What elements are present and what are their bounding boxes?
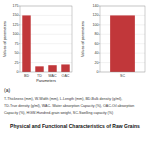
bars xyxy=(22,15,69,72)
plot-frame xyxy=(20,6,72,72)
bar xyxy=(61,64,69,72)
y-tick-label: 150 xyxy=(12,13,18,17)
x-tick-label: BD xyxy=(24,74,29,78)
y-tick-label: 80 xyxy=(94,32,98,36)
y-tick-label: 100 xyxy=(12,32,18,36)
y-tick-label: 75 xyxy=(14,42,18,46)
bars xyxy=(110,15,135,72)
bar xyxy=(35,66,43,72)
bar xyxy=(22,15,30,72)
y-axis-label: Values of parameters xyxy=(81,21,85,57)
x-tick-label: TD xyxy=(37,74,42,78)
y-axis-label: Values of parameters xyxy=(3,21,7,57)
y-tick-label: 120 xyxy=(92,13,98,17)
y-tick-label: 0 xyxy=(96,70,98,74)
x-tick-label: WAC xyxy=(48,74,57,78)
bar xyxy=(110,15,135,72)
y-tick-label: 125 xyxy=(12,23,18,27)
y-tick-label: 140 xyxy=(92,4,98,8)
x-tick-label: SC xyxy=(120,74,125,78)
x-axis-label: Parameters xyxy=(36,79,56,83)
legend-text: Capacity (%), HGW-Hundred-grain weight, … xyxy=(4,111,113,115)
legend-text: TD-True density (g/ml), WAC- Water absor… xyxy=(4,104,134,108)
y-tick-label: 50 xyxy=(14,51,18,55)
x-tick-label: OAC xyxy=(62,74,70,78)
legend-text: T-Thickness (mm), W-Width (mm), L-Length… xyxy=(4,97,122,101)
bar xyxy=(48,65,56,72)
y-tick-label: 25 xyxy=(14,61,18,65)
chart: 0 25 50 75 100 125 150 175 BD TD WAC OAC Parameters V… xyxy=(3,4,72,83)
subtitle: (a) xyxy=(4,87,10,93)
y-tick-label: 0 xyxy=(16,70,18,74)
caption: Physical and Functional Characteristics … xyxy=(10,123,140,129)
y-tick-label: 100 xyxy=(92,23,98,27)
figure: 0 25 50 75 100 125 150 175 BD TD WAC OAC Parameters V… xyxy=(0,0,150,150)
y-tick-label: 60 xyxy=(94,42,98,46)
chart: 0 20 40 60 80 100 120 140 SC Values of parameters xyxy=(81,4,145,78)
y-tick-label: 175 xyxy=(12,4,18,8)
y-tick-label: 20 xyxy=(94,61,98,65)
plot-frame xyxy=(100,6,145,72)
y-tick-label: 40 xyxy=(94,51,98,55)
